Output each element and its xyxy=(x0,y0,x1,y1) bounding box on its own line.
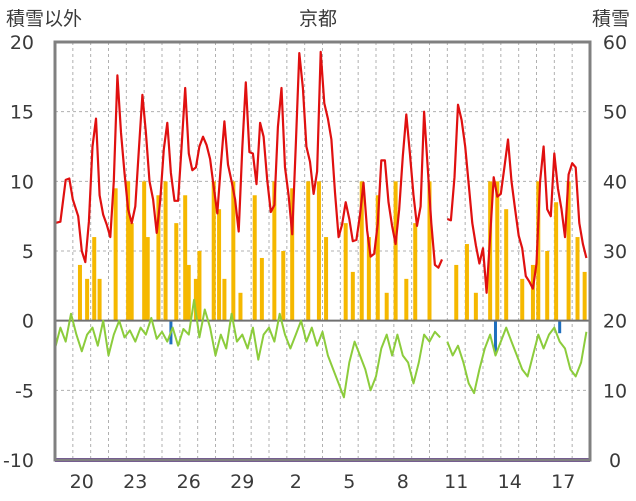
left-y-tick-label: 0 xyxy=(22,311,34,333)
right-y-tick-label: 10 xyxy=(603,380,627,402)
precipitation-bars xyxy=(77,181,587,321)
precipitation-bar xyxy=(231,181,236,321)
left-y-tick-label: 5 xyxy=(22,241,34,263)
blue-bar xyxy=(558,320,562,334)
precipitation-bar xyxy=(142,181,147,321)
precipitation-bar xyxy=(92,237,97,321)
precipitation-bar xyxy=(156,195,161,321)
x-tick-label: 8 xyxy=(397,471,409,493)
precipitation-bar xyxy=(413,223,418,321)
precipitation-bar xyxy=(393,181,398,321)
precipitation-bar xyxy=(193,278,198,321)
precipitation-bar xyxy=(238,292,243,321)
precipitation-bar xyxy=(145,237,150,321)
precipitation-bar xyxy=(281,251,286,321)
precipitation-bar xyxy=(306,181,311,321)
precipitation-bar xyxy=(530,264,535,321)
secondary-line xyxy=(54,298,441,399)
x-tick-label: 5 xyxy=(343,471,355,493)
precipitation-bar xyxy=(464,244,469,321)
precipitation-bar xyxy=(126,181,131,321)
right-y-tick-label: 50 xyxy=(603,102,627,124)
left-y-tick-label: 15 xyxy=(10,102,34,124)
left-y-tick-label: -5 xyxy=(15,380,34,402)
precipitation-bar xyxy=(359,181,364,321)
precipitation-bar xyxy=(350,271,355,321)
precipitation-bar xyxy=(183,195,188,321)
right-y-tick-label: 30 xyxy=(603,241,627,263)
precipitation-bar xyxy=(163,181,168,321)
precipitation-bar xyxy=(211,181,216,321)
precipitation-bar xyxy=(554,202,559,321)
left-y-tick-labels: 20 15 10 5 0 -5 -10 xyxy=(3,32,34,472)
x-tick-label: 11 xyxy=(444,471,468,493)
precipitation-bar xyxy=(77,264,82,321)
precipitation-bar xyxy=(129,223,134,321)
x-tick-labels: 20 23 26 29 2 5 8 11 14 17 xyxy=(70,471,576,493)
precipitation-bar xyxy=(404,278,409,321)
right-y-tick-label: 20 xyxy=(603,311,627,333)
x-tick-label: 23 xyxy=(123,471,147,493)
right-y-tick-labels: 60 50 40 30 20 10 0 xyxy=(603,32,627,472)
precipitation-bar xyxy=(454,264,459,321)
precipitation-bar xyxy=(582,271,587,321)
chart-title: 京都 xyxy=(299,8,337,30)
precipitation-bar xyxy=(259,257,264,321)
precipitation-bar xyxy=(504,209,509,321)
precipitation-bar xyxy=(575,237,580,321)
x-tick-label: 26 xyxy=(177,471,201,493)
left-y-tick-label: 20 xyxy=(10,32,34,54)
right-y-tick-label: 40 xyxy=(603,171,627,193)
precipitation-bar xyxy=(495,181,500,321)
x-tick-label: 14 xyxy=(498,471,522,493)
right-axis-label: 積雪 xyxy=(592,8,630,30)
precipitation-bar xyxy=(272,181,277,321)
precipitation-bar xyxy=(384,292,389,321)
precipitation-bar xyxy=(375,195,380,321)
precipitation-bar xyxy=(290,188,295,321)
precipitation-bar xyxy=(566,181,571,321)
precipitation-bar xyxy=(217,209,222,321)
x-tick-label: 20 xyxy=(70,471,94,493)
plot-frame xyxy=(53,40,592,462)
precipitation-bar xyxy=(473,292,478,321)
left-y-tick-label: -10 xyxy=(3,450,34,472)
precipitation-bar xyxy=(520,278,525,321)
x-tick-label: 17 xyxy=(551,471,575,493)
precipitation-bar xyxy=(197,251,202,321)
precipitation-bar xyxy=(536,181,541,321)
precipitation-bar xyxy=(252,195,257,321)
temperature-line xyxy=(446,103,588,294)
precipitation-bar xyxy=(324,237,329,321)
precipitation-bar xyxy=(316,181,321,321)
right-y-tick-label: 0 xyxy=(609,450,621,472)
precipitation-bar xyxy=(222,278,227,321)
precipitation-bar xyxy=(85,278,90,321)
precipitation-bar xyxy=(545,251,550,321)
blue-bar xyxy=(493,320,497,355)
precipitation-bar xyxy=(97,278,102,321)
precipitation-bar xyxy=(174,223,179,321)
precipitation-bar xyxy=(113,188,118,321)
temperature-line xyxy=(54,50,444,269)
x-tick-label: 2 xyxy=(290,471,302,493)
precipitation-bar xyxy=(343,223,348,321)
precipitation-bar xyxy=(366,237,371,321)
precipitation-bar xyxy=(427,181,432,321)
left-axis-label: 積雪以外 xyxy=(6,8,82,30)
left-y-tick-label: 10 xyxy=(10,171,34,193)
secondary-line xyxy=(446,326,588,395)
x-tick-label: 29 xyxy=(230,471,254,493)
precipitation-bar xyxy=(186,264,191,321)
grid-lines xyxy=(55,42,590,460)
right-y-tick-label: 60 xyxy=(603,32,627,54)
